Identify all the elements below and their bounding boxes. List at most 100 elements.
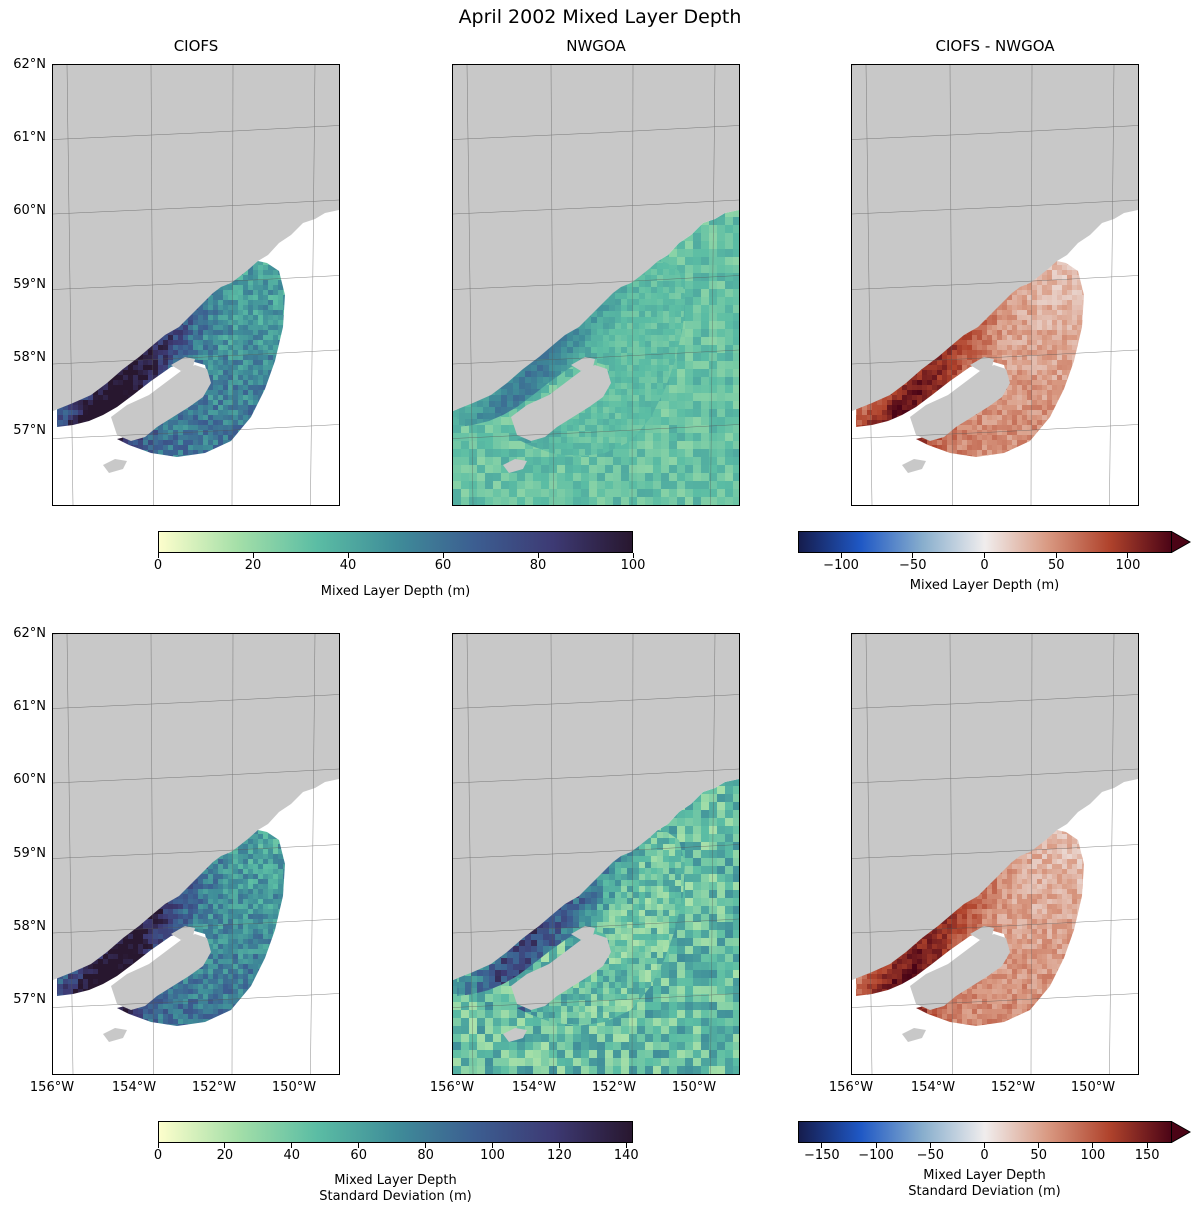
land-north (681, 101, 723, 145)
lon-tick-150w-left: 150°W (264, 1080, 324, 1095)
colorbar-label-mld-mean: Mixed Layer Depth (m) (158, 584, 633, 600)
colorbar-label-mld-std-difference: Mixed Layer Depth Standard Deviation (m) (798, 1168, 1171, 1200)
map-panel-nwgoa-mean (452, 64, 740, 506)
colorbar-extend-arrow (1171, 531, 1191, 553)
map-panel-ciofs-mean (52, 64, 340, 506)
graticule (453, 634, 739, 1074)
lat-tick-58n-bottom: 58°N (0, 919, 46, 934)
colorbar-mld-mean-tick-label: 20 (228, 558, 278, 573)
lon-tick-156w-right: 156°W (821, 1080, 881, 1095)
map-svg (53, 634, 339, 1074)
lat-tick-58n-top: 58°N (0, 350, 46, 365)
colorbar-extend-arrow (1171, 1121, 1191, 1143)
colorbar-mld-difference-tick-label: 0 (960, 558, 1010, 573)
land-kodiak-island (111, 365, 211, 441)
colorbar-mld-std-difference-tick-label: 150 (1122, 1148, 1172, 1163)
colorbar-mld-std-tick-label: 0 (133, 1148, 183, 1163)
land-north (281, 670, 323, 714)
lon-tick-152w-left: 152°W (184, 1080, 244, 1095)
map-panel-difference-mean (851, 64, 1139, 506)
colorbar-mld-std-difference (798, 1121, 1191, 1143)
colorbar-mld-mean-tickmark (157, 553, 159, 558)
colorbar-label-mld-std-difference-line1: Mixed Layer Depth (798, 1168, 1171, 1184)
land-north (681, 670, 723, 714)
colorbar-mld-std-difference-tickmark (875, 1143, 877, 1148)
lon-tick-154w-middle: 154°W (504, 1080, 564, 1095)
colorbar-mld-difference-tick-label: 100 (1103, 558, 1153, 573)
lon-tick-154w-right: 154°W (903, 1080, 963, 1095)
land-mainland (852, 65, 1138, 411)
colorbar-mld-std-tickmark (492, 1143, 493, 1148)
land-north (1080, 101, 1122, 145)
colorbar-mld-difference-tick-label: −50 (888, 558, 938, 573)
colorbar-mld-std-tickmark (224, 1143, 226, 1148)
land-north (1080, 670, 1122, 714)
colorbar-label-mld-std: Mixed Layer Depth Standard Deviation (m) (158, 1173, 633, 1205)
land-kodiak-island (511, 934, 611, 1010)
colorbar-mld-std-tick-label: 60 (334, 1148, 384, 1163)
colorbar-mld-std-difference-tickmark (1038, 1143, 1040, 1148)
colorbar-label-mld-std-line2: Standard Deviation (m) (158, 1189, 633, 1205)
map-panel-nwgoa-std (452, 633, 740, 1075)
map-panel-difference-std (851, 633, 1139, 1075)
lon-tick-156w-middle: 156°W (422, 1080, 482, 1095)
colorbar-mld-mean-tickmark (442, 553, 444, 558)
colorbar-mld-mean-tick-label: 100 (608, 558, 658, 573)
colorbar-mld-std-tick-label: 100 (468, 1148, 518, 1163)
colorbar-mld-difference-tickmark (1127, 553, 1129, 558)
land-shuyak-island (970, 926, 994, 940)
colorbar-mld-std-difference-tick-label: −100 (851, 1148, 901, 1163)
land-kodiak-island (111, 934, 211, 1010)
land-mainland (852, 634, 1138, 980)
colorbar-mld-std-difference-tickmark (984, 1143, 985, 1148)
colorbar-mld-std-tick-label: 140 (601, 1148, 651, 1163)
colorbar-mld-mean-tick-label: 0 (133, 558, 183, 573)
colorbar-mld-difference-tick-label: 50 (1031, 558, 1081, 573)
land-shuyak-island (970, 357, 994, 371)
map-svg (53, 65, 339, 505)
map-svg (453, 634, 739, 1074)
colorbar-mld-std-difference-tickmark (929, 1143, 931, 1148)
colorbar-mld-mean-tick-label: 60 (418, 558, 468, 573)
colorbar-mld-std-difference-tick-label: 100 (1068, 1148, 1118, 1163)
map-panel-ciofs-std (52, 633, 340, 1075)
land-shuyak-island (171, 357, 195, 371)
lat-tick-59n-bottom: 59°N (0, 846, 46, 861)
graticule (453, 65, 739, 505)
lon-tick-150w-right: 150°W (1063, 1080, 1123, 1095)
graticule (53, 65, 339, 505)
land-mainland (53, 634, 339, 980)
colorbar-mld-std-difference-tick-label: −50 (905, 1148, 955, 1163)
colorbar-mld-mean-tickmark (252, 553, 254, 558)
map-svg (852, 65, 1138, 505)
colorbar-mld-std-tickmark (358, 1143, 360, 1148)
lon-tick-152w-right: 152°W (983, 1080, 1043, 1095)
land-trinity-islands (103, 459, 127, 473)
colorbar-mld-difference-tickmark (984, 553, 985, 558)
land-trinity-islands (902, 1028, 926, 1042)
land-trinity-islands (103, 1028, 127, 1042)
colorbar-mld-mean (158, 531, 633, 553)
colorbar-mld-std-difference-tickmark (1146, 1143, 1148, 1148)
colorbar-mld-difference-tickmark (912, 553, 914, 558)
colorbar-mld-difference-tick-label: −100 (816, 558, 866, 573)
lat-tick-61n-bottom: 61°N (0, 699, 46, 714)
colorbar-mld-std-tickmark (425, 1143, 427, 1148)
land-mainland (453, 65, 739, 411)
colorbar-mld-std-tickmark (625, 1143, 627, 1148)
land-trinity-islands (503, 459, 527, 473)
land-mainland (453, 634, 739, 980)
colorbar-mld-mean-tick-label: 40 (323, 558, 373, 573)
column-title-nwgoa: NWGOA (452, 37, 740, 55)
lon-tick-154w-left: 154°W (104, 1080, 164, 1095)
column-title-difference: CIOFS - NWGOA (851, 37, 1139, 55)
colorbar-mld-mean-tickmark (347, 553, 349, 558)
lon-tick-156w-left: 156°W (22, 1080, 82, 1095)
lat-tick-61n-top: 61°N (0, 130, 46, 145)
colorbar-mld-std-tickmark (558, 1143, 560, 1148)
land-north (281, 101, 323, 145)
colorbar-mld-std-tick-label: 40 (267, 1148, 317, 1163)
colorbar-mld-std-difference-tickmark (821, 1143, 823, 1148)
land-mainland (53, 65, 339, 411)
land-kodiak-island (910, 365, 1010, 441)
